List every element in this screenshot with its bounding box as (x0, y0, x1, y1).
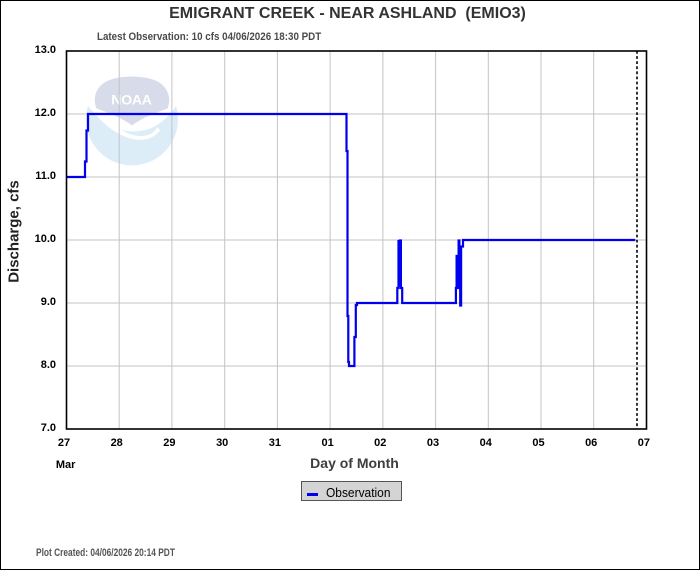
svg-text:NOAA: NOAA (111, 92, 152, 108)
